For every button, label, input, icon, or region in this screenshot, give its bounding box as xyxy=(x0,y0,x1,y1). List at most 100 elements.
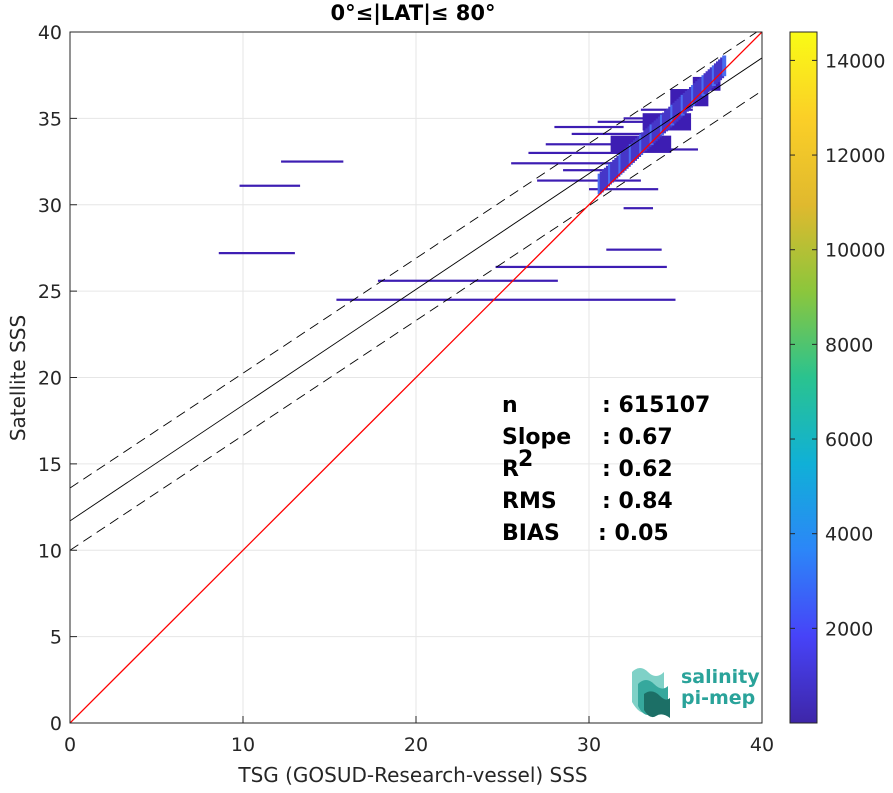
density-cell xyxy=(643,130,648,152)
y-tick-label: 15 xyxy=(38,454,62,476)
density-cell xyxy=(684,90,689,112)
x-tick-label: 30 xyxy=(577,734,601,756)
density-segment xyxy=(239,184,301,187)
density-cell xyxy=(649,124,654,146)
density-cell xyxy=(639,134,644,155)
density-cell xyxy=(630,142,635,163)
density-cell xyxy=(674,100,679,122)
density-cell xyxy=(612,159,617,181)
density-segment xyxy=(281,160,344,163)
density-cell xyxy=(688,87,693,108)
density-cell xyxy=(597,173,602,195)
density-cell xyxy=(622,150,627,171)
density-cell xyxy=(603,167,608,189)
y-tick-label: 30 xyxy=(38,195,62,217)
fit-line xyxy=(70,57,762,522)
colorbar xyxy=(789,31,818,724)
density-cell xyxy=(637,136,642,157)
stat-value: : 0.84 xyxy=(602,489,673,514)
stat-value: : 615107 xyxy=(602,393,710,418)
logo-line1: salinity xyxy=(681,666,760,688)
colorbar-tick-label: 2000 xyxy=(825,618,873,640)
colorbar-tick-label: 8000 xyxy=(825,334,873,356)
density-cell xyxy=(666,108,671,130)
density-segment xyxy=(571,132,650,136)
density-cell xyxy=(605,165,610,187)
density-cell xyxy=(657,116,662,138)
logo-line2: pi-mep xyxy=(681,687,755,709)
density-segment xyxy=(597,120,667,123)
density-cell xyxy=(608,163,613,185)
y-tick-label: 20 xyxy=(38,368,62,390)
chart-title: 0°≤|LAT|≤ 80° xyxy=(330,1,495,26)
density-cell xyxy=(707,69,712,91)
colorbar-tick-label: 4000 xyxy=(825,524,873,546)
density-cell xyxy=(678,96,683,118)
density-cell xyxy=(668,106,673,128)
stat-label: BIAS xyxy=(502,521,560,546)
density-cell xyxy=(699,77,704,98)
density-segment xyxy=(623,207,654,210)
x-tick-label: 20 xyxy=(404,734,428,756)
y-tick-label: 5 xyxy=(50,627,62,649)
density-cell xyxy=(709,67,714,89)
density-segment xyxy=(545,143,641,146)
density-segment xyxy=(589,188,659,191)
density-cell xyxy=(722,55,727,77)
density-cell xyxy=(686,88,691,110)
density-segment xyxy=(528,151,621,155)
density-cell xyxy=(641,132,646,154)
density-cell xyxy=(695,81,700,102)
density-cell xyxy=(624,148,629,169)
density-segment xyxy=(336,298,676,301)
density-cell xyxy=(618,153,623,175)
density-layer xyxy=(218,55,727,301)
colorbar-tick-label: 10000 xyxy=(825,240,885,262)
stat-label: R xyxy=(502,457,519,482)
x-axis-label: TSG (GOSUD-Research-vessel) SSS xyxy=(237,763,587,787)
density-cell xyxy=(676,98,681,120)
salinity-pi-mep-logo: salinity pi-mep xyxy=(632,666,760,718)
stats-box: n: 615107 Slope: 0.67 R 2: 0.62 RMS: 0.84 BIA… xyxy=(502,393,710,546)
density-segment xyxy=(563,169,615,172)
y-axis-label: Satellite SSS xyxy=(6,315,30,441)
density-cell xyxy=(655,118,660,140)
stat-superscript: 2 xyxy=(518,447,533,472)
density-cell xyxy=(632,140,637,161)
colorbar-ticks: 2000 4000 6000 8000 10000 12000 14000 xyxy=(790,50,885,640)
density-cell xyxy=(703,73,708,94)
fit-lines xyxy=(70,32,762,723)
density-cell xyxy=(645,128,650,150)
density-segment xyxy=(511,162,624,165)
density-cell xyxy=(616,155,621,177)
stat-value: : 0.05 xyxy=(598,521,669,546)
density-cell xyxy=(620,151,625,173)
fit-band-lower xyxy=(70,90,762,551)
stat-value: : 0.67 xyxy=(602,425,673,450)
stat-label: n xyxy=(502,393,518,418)
density-cell xyxy=(701,75,706,96)
density-cell xyxy=(610,161,615,183)
colorbar-tick-label: 12000 xyxy=(825,145,885,167)
axis-ticks: 0 10 20 30 40 0 5 10 15 20 25 30 35 40 xyxy=(38,22,774,756)
density-cell xyxy=(647,126,652,148)
density-cell xyxy=(601,169,606,191)
density-cell xyxy=(672,102,677,124)
y-tick-label: 35 xyxy=(38,108,62,130)
density-cell xyxy=(653,120,658,142)
density-cell xyxy=(628,144,633,165)
identity-line xyxy=(70,32,762,723)
density-cell xyxy=(680,94,685,116)
x-tick-label: 0 xyxy=(64,734,76,756)
density-cell xyxy=(670,104,675,126)
density-cell xyxy=(626,146,631,167)
density-cell xyxy=(711,65,716,87)
density-cell xyxy=(682,92,687,114)
x-tick-label: 40 xyxy=(750,734,774,756)
density-cell xyxy=(715,61,720,83)
density-cell xyxy=(693,83,698,104)
y-tick-label: 25 xyxy=(38,281,62,303)
density-cell xyxy=(614,157,619,179)
